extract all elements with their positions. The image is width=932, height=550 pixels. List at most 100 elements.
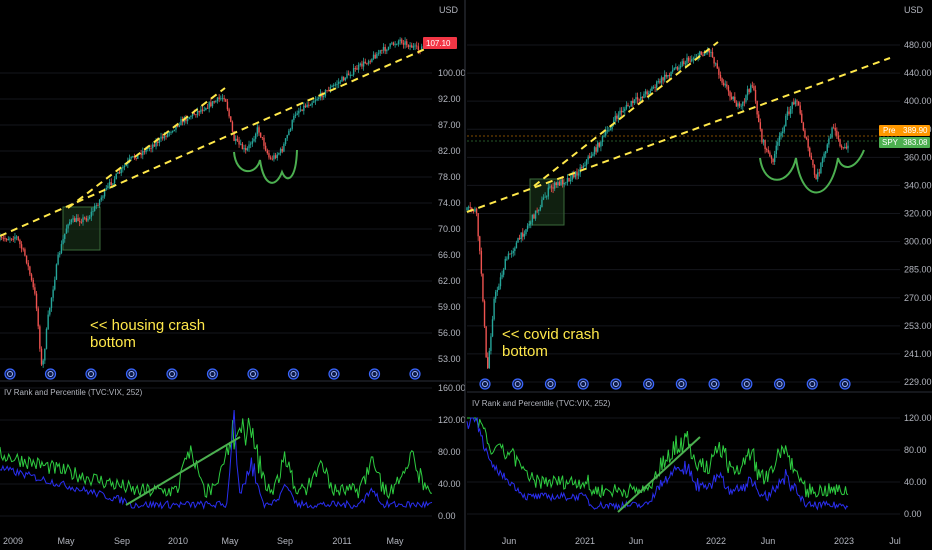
price-tick-label: 92.00 xyxy=(438,94,461,104)
left-indicator-pane[interactable]: IV Rank and Percentile (TVC:VIX, 252) 16… xyxy=(0,383,466,521)
right-premarket-price: 389.90 xyxy=(903,126,928,135)
dividend-marker-icon[interactable] xyxy=(708,378,720,390)
right-annotation-line1: << covid crash xyxy=(502,326,600,343)
right-currency-label: USD xyxy=(904,5,924,15)
left-head-shoulders-pattern[interactable] xyxy=(233,149,298,184)
left-price-axis[interactable]: USD 100.00 92.00 87.00 82.00 78.00 74.00 70.00… xyxy=(423,5,466,364)
price-tick-label: 70.00 xyxy=(438,224,461,234)
left-iv-rank-line xyxy=(0,409,433,510)
left-annotation-line2: bottom xyxy=(90,334,136,351)
price-tick-label: 440.00 xyxy=(904,68,932,78)
dividend-marker-icon[interactable] xyxy=(287,368,300,380)
time-tick-label: Jun xyxy=(502,536,517,546)
right-candles xyxy=(466,47,849,369)
price-tick-label: 400.00 xyxy=(904,96,932,106)
indicator-tick-label: 40.00 xyxy=(438,479,461,489)
left-upper-trendline[interactable] xyxy=(67,87,226,209)
time-tick-label: May xyxy=(57,536,75,546)
price-tick-label: 59.00 xyxy=(438,302,461,312)
price-tick-label: 78.00 xyxy=(438,172,461,182)
dividend-marker-icon[interactable] xyxy=(247,368,259,380)
left-annotation-line1: << housing crash xyxy=(90,317,205,334)
right-iv-rank-line xyxy=(466,417,849,511)
left-event-markers[interactable] xyxy=(4,368,421,380)
dividend-marker-icon[interactable] xyxy=(577,378,589,390)
right-premarket-label: Pre xyxy=(883,126,896,135)
left-iv-percentile-line xyxy=(0,417,433,500)
left-last-price-badge xyxy=(423,37,457,49)
price-tick-label: 340.00 xyxy=(904,180,932,190)
dividend-marker-icon[interactable] xyxy=(125,368,138,380)
right-price-pane[interactable]: << covid crash bottom xyxy=(466,41,900,390)
indicator-tick-label: 80.00 xyxy=(438,447,461,457)
dividend-marker-icon[interactable] xyxy=(85,368,97,380)
left-currency-label: USD xyxy=(439,5,459,15)
dividend-marker-icon[interactable] xyxy=(806,378,818,390)
dividend-marker-icon[interactable] xyxy=(675,378,687,390)
dividend-marker-icon[interactable] xyxy=(328,368,340,380)
time-tick-label: 2011 xyxy=(332,536,351,546)
right-price-axis[interactable]: USD 480.00440.00400.00380.00360.00340.00… xyxy=(879,5,932,387)
price-tick-label: 53.00 xyxy=(438,354,461,364)
price-tick-label: 300.00 xyxy=(904,237,932,247)
price-tick-label: 100.00 xyxy=(438,68,466,78)
right-symbol-badge xyxy=(879,137,930,148)
indicator-tick-label: 0.00 xyxy=(438,511,456,521)
indicator-tick-label: 120.00 xyxy=(438,415,466,425)
price-tick-label: 82.00 xyxy=(438,146,461,156)
right-lower-trendline[interactable] xyxy=(466,57,891,213)
price-tick-label: 253.00 xyxy=(904,321,932,331)
left-price-pane[interactable]: << housing crash bottom xyxy=(0,37,433,380)
dividend-marker-icon[interactable] xyxy=(409,368,421,380)
dividend-marker-icon[interactable] xyxy=(44,368,57,380)
right-trendlines[interactable] xyxy=(466,41,891,213)
left-vix-trendline[interactable] xyxy=(125,436,241,506)
right-premarket-badge xyxy=(879,125,930,136)
indicator-tick-label: 40.00 xyxy=(904,477,927,487)
right-indicator-pane[interactable]: IV Rank and Percentile (TVC:VIX, 252) 12… xyxy=(466,399,932,519)
time-tick-label: Sep xyxy=(114,536,130,546)
dividend-marker-icon[interactable] xyxy=(206,368,219,380)
left-lower-trendline[interactable] xyxy=(0,45,433,237)
right-time-axis[interactable]: Jun 2021 Jun 2022 Jun 2023 Jul xyxy=(502,536,901,546)
dividend-marker-icon[interactable] xyxy=(512,378,524,390)
left-last-price: 107.10 xyxy=(426,39,451,48)
price-tick-label: 74.00 xyxy=(438,198,461,208)
price-tick-label: 285.00 xyxy=(904,265,932,275)
time-tick-label: Sep xyxy=(277,536,293,546)
dividend-marker-icon[interactable] xyxy=(368,368,381,380)
price-tick-label: 360.00 xyxy=(904,152,932,162)
dividend-marker-icon[interactable] xyxy=(773,378,786,390)
time-tick-label: May xyxy=(221,536,239,546)
price-tick-label: 87.00 xyxy=(438,120,461,130)
left-trendlines[interactable] xyxy=(0,45,433,237)
right-annotation-line2: bottom xyxy=(502,343,548,360)
dividend-marker-icon[interactable] xyxy=(166,368,178,380)
time-tick-label: 2022 xyxy=(706,536,726,546)
time-tick-label: 2010 xyxy=(168,536,188,546)
right-indicator-title: IV Rank and Percentile (TVC:VIX, 252) xyxy=(472,399,611,408)
right-vix-trendline[interactable] xyxy=(617,436,701,513)
dividend-marker-icon[interactable] xyxy=(610,378,622,390)
dividend-marker-icon[interactable] xyxy=(544,378,557,390)
price-tick-label: 320.00 xyxy=(904,209,932,219)
price-tick-label: 229.00 xyxy=(904,377,932,387)
left-consolidation-box xyxy=(62,206,101,251)
indicator-tick-label: 120.00 xyxy=(904,413,932,423)
time-tick-label: Jun xyxy=(629,536,644,546)
time-tick-label: 2009 xyxy=(3,536,23,546)
left-time-axis[interactable]: 2009 May Sep 2010 May Sep 2011 May xyxy=(3,536,404,546)
right-head-shoulders-pattern[interactable] xyxy=(759,149,865,194)
right-event-markers[interactable] xyxy=(479,378,851,390)
right-upper-trendline[interactable] xyxy=(533,41,719,187)
dividend-marker-icon[interactable] xyxy=(741,378,753,390)
dividend-marker-icon[interactable] xyxy=(643,378,655,390)
price-tick-label: 56.00 xyxy=(438,328,461,338)
time-tick-label: 2021 xyxy=(575,536,595,546)
dividend-marker-icon[interactable] xyxy=(839,378,851,390)
time-tick-label: 2023 xyxy=(834,536,854,546)
dividend-marker-icon[interactable] xyxy=(4,368,16,380)
dividend-marker-icon[interactable] xyxy=(479,378,491,390)
price-tick-label: 62.00 xyxy=(438,276,461,286)
